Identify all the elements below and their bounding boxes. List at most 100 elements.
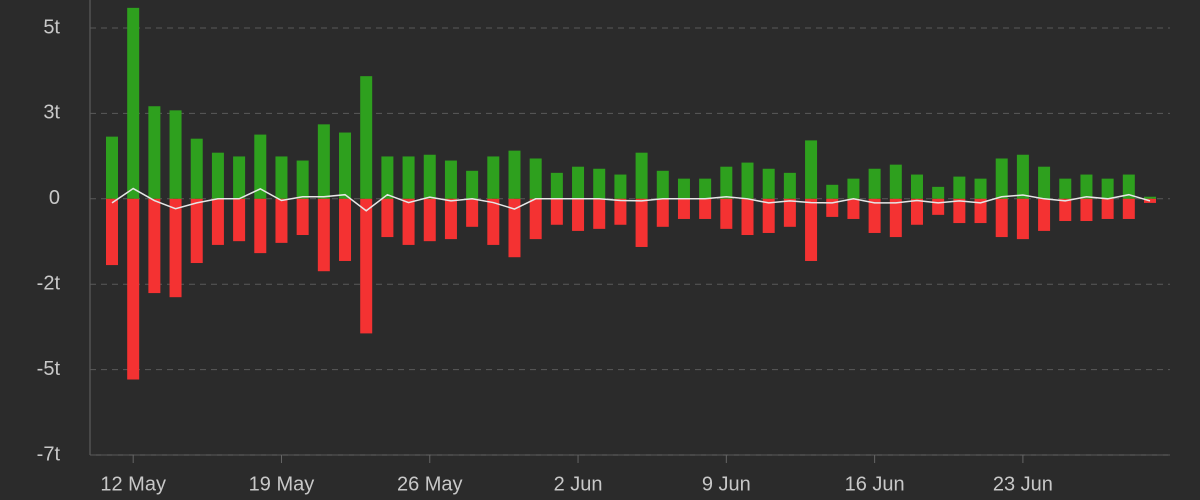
bar xyxy=(974,178,987,199)
bar xyxy=(169,198,182,298)
bar xyxy=(593,198,606,229)
bar xyxy=(953,198,966,224)
x-tick-label: 2 Jun xyxy=(554,473,603,495)
bar xyxy=(550,198,563,225)
bar xyxy=(1122,198,1135,219)
x-tick-label: 19 May xyxy=(249,473,315,495)
x-tick-label: 16 Jun xyxy=(845,473,905,495)
bar xyxy=(783,172,796,199)
bar xyxy=(699,178,712,199)
bar xyxy=(1016,198,1029,240)
bar xyxy=(889,198,902,238)
bar xyxy=(614,174,627,199)
bar xyxy=(106,198,118,266)
bar xyxy=(677,178,690,199)
bar xyxy=(508,198,521,258)
bar xyxy=(487,198,500,245)
bar xyxy=(1016,154,1029,199)
bar xyxy=(508,150,521,199)
bar xyxy=(635,198,648,247)
bar xyxy=(614,198,627,225)
bar xyxy=(529,158,542,199)
bar xyxy=(148,198,161,294)
bar xyxy=(656,170,669,199)
bar xyxy=(974,198,987,224)
bar xyxy=(233,156,246,199)
bar xyxy=(593,168,606,199)
bar xyxy=(466,198,479,227)
bar xyxy=(1038,166,1051,199)
bar xyxy=(847,198,860,219)
bar xyxy=(995,158,1008,199)
bar xyxy=(868,168,881,199)
bar xyxy=(1144,196,1156,199)
y-tick-label: -7t xyxy=(37,443,61,465)
bar xyxy=(211,198,224,245)
net-line xyxy=(111,187,1151,212)
bar xyxy=(148,106,161,199)
bar xyxy=(932,186,945,199)
bar xyxy=(127,198,140,380)
bar xyxy=(826,184,839,199)
bar xyxy=(466,170,479,199)
bar xyxy=(1101,198,1114,219)
y-tick-label: 3t xyxy=(43,102,60,124)
bar xyxy=(677,198,690,219)
y-tick-label: -5t xyxy=(37,358,61,380)
bar xyxy=(805,140,818,199)
x-tick-label: 12 May xyxy=(100,473,166,495)
bar xyxy=(211,152,224,199)
bar xyxy=(1080,198,1093,222)
bar xyxy=(106,136,118,199)
bar xyxy=(296,160,309,199)
bar xyxy=(381,156,394,199)
y-tick-label: 0 xyxy=(49,187,60,209)
bar xyxy=(635,152,648,199)
bar xyxy=(317,198,330,272)
bar xyxy=(1122,174,1135,199)
bar xyxy=(381,198,394,238)
bar xyxy=(296,198,309,236)
bar xyxy=(423,198,436,242)
bar xyxy=(190,198,203,264)
bar xyxy=(995,198,1008,238)
bar xyxy=(275,198,288,243)
bar xyxy=(487,156,500,199)
bar xyxy=(741,162,754,199)
bar xyxy=(720,166,733,199)
bar xyxy=(529,198,542,240)
bar xyxy=(910,174,923,199)
bar xyxy=(360,198,373,334)
bar xyxy=(444,160,457,199)
bar xyxy=(1080,174,1093,199)
bar xyxy=(190,138,203,199)
bar xyxy=(910,198,923,225)
bar xyxy=(233,198,246,242)
bar xyxy=(762,168,775,199)
bar xyxy=(953,176,966,199)
bar xyxy=(572,198,585,231)
x-tick-label: 23 Jun xyxy=(993,473,1053,495)
bar xyxy=(360,76,373,199)
bar xyxy=(402,198,415,245)
bar xyxy=(783,198,796,227)
bar xyxy=(762,198,775,233)
bar xyxy=(1144,198,1156,203)
bar xyxy=(1038,198,1051,231)
bar xyxy=(127,7,140,199)
bar xyxy=(741,198,754,236)
bar xyxy=(402,156,415,199)
x-tick-label: 26 May xyxy=(397,473,463,495)
bar xyxy=(847,178,860,199)
bar xyxy=(550,172,563,199)
bar xyxy=(868,198,881,233)
bar xyxy=(889,164,902,199)
bar xyxy=(572,166,585,199)
y-tick-label: -2t xyxy=(37,272,61,294)
x-tick-label: 9 Jun xyxy=(702,473,751,495)
bar xyxy=(720,198,733,229)
y-tick-label: 5t xyxy=(43,16,60,38)
bar xyxy=(423,154,436,199)
bar xyxy=(932,198,945,215)
